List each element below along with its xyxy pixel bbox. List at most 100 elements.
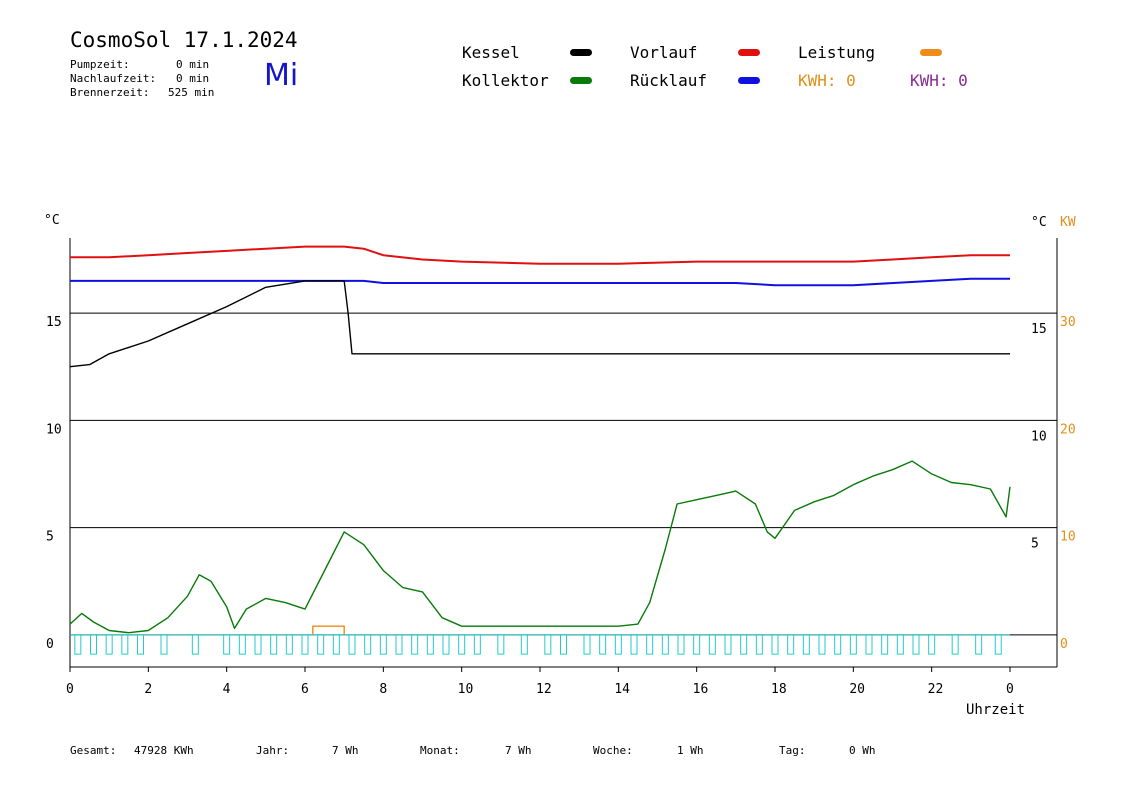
series-pump-marker-52 xyxy=(975,634,983,655)
y-tick-left-2: 10 xyxy=(46,422,62,437)
y-axis-label-right-kw: KW xyxy=(1060,215,1076,230)
footer-tag-label: Tag: xyxy=(779,744,806,757)
stat-nachlaufzeit-value: 0 min xyxy=(176,72,210,85)
series-pump-marker-8 xyxy=(238,634,246,655)
series-pump-marker-40 xyxy=(771,634,779,655)
series-leistung-line xyxy=(312,625,345,635)
series-pump-marker-38 xyxy=(740,634,748,655)
y-tick-right-temp-1: 10 xyxy=(1031,429,1047,444)
x-tick-2: 4 xyxy=(223,682,231,697)
x-tick-5: 10 xyxy=(458,682,474,697)
y-tick-right-kw-1: 10 xyxy=(1060,530,1076,545)
series-vorlauf-line xyxy=(70,245,1010,265)
series-pump-marker-1 xyxy=(90,634,97,655)
legend-ruecklauf-swatch xyxy=(738,77,760,84)
series-pump-marker-27 xyxy=(560,634,567,655)
series-pump-marker-33 xyxy=(661,634,669,655)
x-tick-1: 2 xyxy=(144,682,152,697)
stat-brennerzeit-value: 525 min xyxy=(168,86,215,99)
series-kollektor-line xyxy=(69,460,1011,634)
series-pump-marker-4 xyxy=(137,634,144,655)
stat-pumpzeit-value: 0 min xyxy=(176,58,210,71)
series-pump-marker-23 xyxy=(473,634,481,655)
x-tick-9: 18 xyxy=(771,682,787,697)
footer-tag-value: 0 Wh xyxy=(849,744,876,757)
series-pump-marker-20 xyxy=(426,634,434,655)
stat-brennerzeit-label: Brennerzeit: xyxy=(70,86,150,99)
legend-kwh-orange: KWH: 0 xyxy=(798,71,856,90)
y-tick-left-3: 15 xyxy=(46,315,62,330)
footer-woche-label: Woche: xyxy=(593,744,633,757)
legend-kollektor-swatch xyxy=(570,77,592,84)
series-pump-marker-17 xyxy=(379,634,387,655)
series-pump-marker-51 xyxy=(951,634,959,655)
series-pump-marker-43 xyxy=(818,634,826,655)
series-pump-marker-31 xyxy=(630,634,638,655)
series-pump-marker-53 xyxy=(994,634,1002,655)
series-pump-marker-35 xyxy=(693,634,701,655)
series-rcklauf-line xyxy=(70,277,1010,287)
series-pump-marker-45 xyxy=(849,634,857,655)
y-axis-label-left: °C xyxy=(44,213,60,228)
y-tick-right-temp-2: 15 xyxy=(1031,322,1047,337)
chart-grid xyxy=(70,312,1057,636)
legend-vorlauf-swatch xyxy=(738,49,760,56)
legend-kessel-swatch xyxy=(570,49,592,56)
x-tick-10: 20 xyxy=(849,682,865,697)
y-tick-left-0: 0 xyxy=(46,637,54,652)
series-pump-marker-18 xyxy=(395,634,403,655)
weekday-label: Mi xyxy=(264,58,299,93)
series-pump-marker-29 xyxy=(599,634,607,655)
series-pump-marker-2 xyxy=(105,634,113,655)
legend-ruecklauf-label: Rücklauf xyxy=(630,71,708,90)
y-tick-right-temp-0: 5 xyxy=(1031,537,1039,552)
x-tick-11: 22 xyxy=(928,682,944,697)
series-pump-marker-22 xyxy=(458,634,466,655)
series-pump-marker-44 xyxy=(834,634,842,655)
series-pump-marker-37 xyxy=(724,634,732,655)
series-kessel-line xyxy=(69,280,1010,368)
x-tick-3: 6 xyxy=(301,682,309,697)
legend-kessel-label: Kessel xyxy=(462,43,520,62)
series-pump-marker-49 xyxy=(912,634,920,655)
series-pump-marker-50 xyxy=(928,634,936,655)
series-pump-marker-47 xyxy=(881,634,889,655)
series-pump-marker-12 xyxy=(301,634,309,655)
chart-series xyxy=(69,245,1011,655)
series-pump-marker-30 xyxy=(614,634,622,655)
series-pump-marker-28 xyxy=(583,634,591,655)
series-pump-marker-42 xyxy=(802,634,810,655)
chart-labels: °C °C KW Uhrzeit 0 5 10 15 5 10 15 0 10 20 30 0 2 4 6 8… xyxy=(44,213,1076,718)
footer-monat-label: Monat: xyxy=(420,744,460,757)
x-tick-7: 14 xyxy=(614,682,630,697)
y-axis-label-right-temp: °C xyxy=(1031,215,1047,230)
series-pump-marker-21 xyxy=(442,634,450,655)
footer-monat-value: 7 Wh xyxy=(505,744,532,757)
series-pump-marker-34 xyxy=(677,634,685,655)
series-pump-marker-46 xyxy=(865,634,873,655)
legend-leistung-label: Leistung xyxy=(798,43,876,62)
series-pump-marker-6 xyxy=(191,634,199,655)
series-pump-marker-10 xyxy=(270,634,278,655)
series-pump-marker-48 xyxy=(896,634,904,655)
stat-pumpzeit-label: Pumpzeit: xyxy=(70,58,130,71)
series-pump-marker-7 xyxy=(223,634,231,655)
x-tick-12: 0 xyxy=(1006,682,1014,697)
chart-frame xyxy=(69,238,1058,672)
x-tick-0: 0 xyxy=(66,682,74,697)
legend-leistung-swatch xyxy=(920,49,942,56)
series-pump-marker-11 xyxy=(285,634,293,655)
x-tick-6: 12 xyxy=(536,682,552,697)
footer-gesamt-value: 47928 KWh xyxy=(134,744,194,757)
footer-jahr-label: Jahr: xyxy=(256,744,290,757)
series-pump-marker-5 xyxy=(160,634,168,655)
series-pump-marker-3 xyxy=(121,634,129,655)
stat-nachlaufzeit-label: Nachlaufzeit: xyxy=(70,72,157,85)
series-pump-marker-36 xyxy=(708,634,716,655)
series-pump-marker-9 xyxy=(254,634,262,655)
x-tick-4: 8 xyxy=(379,682,387,697)
series-pump-marker-26 xyxy=(544,634,552,655)
series-pump-marker-15 xyxy=(348,634,356,655)
y-tick-right-kw-2: 20 xyxy=(1060,422,1076,437)
